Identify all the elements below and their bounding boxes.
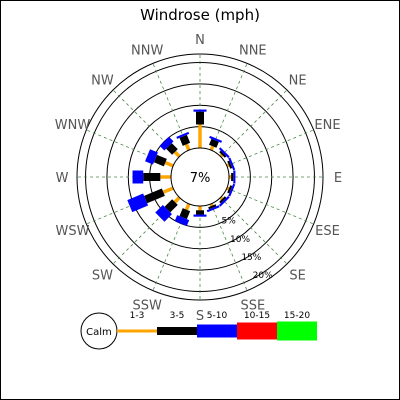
direction-label-e: E bbox=[334, 171, 342, 186]
bar-sse-5-10 bbox=[206, 205, 220, 213]
bar-ssw-1-3 bbox=[184, 203, 191, 211]
bar-nnw-5-10 bbox=[176, 131, 190, 139]
spoke-wsw bbox=[86, 187, 174, 225]
direction-label-wnw: WNW bbox=[55, 118, 91, 133]
direction-label-nnw: NNW bbox=[131, 44, 163, 59]
legend: Calm 1-3 3-5 5-10 10-15 15-20 bbox=[80, 311, 317, 350]
grid-ring-15 bbox=[106, 83, 294, 271]
direction-label-ese: ESE bbox=[315, 224, 340, 239]
spoke-nne bbox=[210, 63, 248, 151]
legend-swatch-10-15 bbox=[237, 322, 277, 340]
bar-se-5-10 bbox=[218, 195, 230, 207]
wind-bars bbox=[127, 109, 236, 227]
bar-ssw-3-5 bbox=[179, 208, 191, 220]
legend-swatch-1-3 bbox=[117, 329, 157, 333]
bar-nne-1-3 bbox=[209, 145, 215, 151]
spoke-ne bbox=[220, 89, 288, 157]
legend-label-3-5: 3-5 bbox=[170, 311, 185, 321]
calm-percent-label: 7% bbox=[190, 171, 211, 186]
bar-sw-5-10 bbox=[155, 204, 173, 222]
radial-tick-label-20: 20% bbox=[253, 271, 273, 281]
outer-ring bbox=[76, 53, 324, 301]
direction-label-sw: SW bbox=[92, 269, 113, 284]
bar-ene-5-10 bbox=[228, 157, 236, 171]
legend-swatch-3-5 bbox=[157, 327, 197, 335]
legend-swatch-15-20 bbox=[277, 321, 317, 341]
bar-nw-3-5 bbox=[166, 143, 178, 155]
bar-wsw-3-5 bbox=[144, 188, 165, 204]
legend-label-1-3: 1-3 bbox=[130, 311, 145, 321]
spoke-ene bbox=[226, 129, 314, 167]
legend-label-10-15: 10-15 bbox=[244, 311, 270, 321]
bar-ne-5-10 bbox=[218, 147, 230, 159]
spoke-ssw bbox=[152, 203, 190, 291]
spoke-sw bbox=[112, 197, 180, 265]
spoke-nw bbox=[112, 89, 180, 157]
direction-label-ene: ENE bbox=[314, 118, 340, 133]
bar-sw-3-5 bbox=[164, 199, 178, 213]
spoke-se bbox=[220, 197, 288, 265]
direction-label-n: N bbox=[195, 33, 205, 48]
bar-wnw-3-5 bbox=[153, 154, 167, 167]
bar-nnw-3-5 bbox=[179, 134, 191, 146]
calm-center: 7% bbox=[170, 147, 230, 207]
bar-nnw-1-3 bbox=[184, 143, 191, 151]
bar-wsw-1-3 bbox=[162, 186, 174, 194]
direction-labels: N NNE NE ENE E ESE SE SSE S SSW SW WSW W WNW NW NNW bbox=[55, 33, 342, 324]
bar-ssw-5-10 bbox=[174, 215, 190, 227]
radial-tick-label-15: 15% bbox=[241, 253, 261, 263]
direction-label-wsw: WSW bbox=[56, 224, 90, 239]
spoke-nnw bbox=[152, 63, 190, 151]
bar-nne-3-5 bbox=[209, 138, 219, 148]
radial-tick-label-5: 5% bbox=[222, 217, 237, 227]
legend-label-5-10: 5-10 bbox=[207, 311, 228, 321]
direction-label-sse: SSE bbox=[240, 298, 265, 313]
bar-ene-3-5 bbox=[227, 160, 233, 169]
spoke-ese bbox=[226, 187, 314, 225]
bar-wsw-5-10 bbox=[127, 193, 149, 213]
bar-se-3-5 bbox=[219, 196, 227, 204]
bar-wnw-1-3 bbox=[164, 161, 174, 168]
legend-swatch-5-10 bbox=[197, 324, 237, 338]
bar-ese-5-10 bbox=[228, 183, 236, 197]
direction-label-ssw: SSW bbox=[133, 298, 163, 313]
bar-wnw-5-10 bbox=[145, 149, 158, 165]
calm-circle bbox=[170, 147, 230, 207]
direction-label-nne: NNE bbox=[239, 44, 267, 59]
spoke-sse bbox=[210, 203, 248, 291]
chart-title: Windrose (mph) bbox=[140, 6, 260, 24]
direction-label-se: SE bbox=[289, 269, 305, 284]
legend-label-15-20: 15-20 bbox=[284, 311, 310, 321]
radial-tick-labels: 5% 10% 15% 20% bbox=[222, 217, 274, 281]
bar-nw-5-10 bbox=[159, 136, 174, 151]
bar-nne-5-10 bbox=[209, 135, 223, 143]
spoke-wnw bbox=[86, 129, 174, 167]
bar-nw-1-3 bbox=[173, 150, 181, 158]
direction-label-s: S bbox=[196, 309, 204, 324]
direction-label-ne: NE bbox=[289, 73, 307, 88]
direction-label-w: W bbox=[56, 171, 69, 186]
bar-ese-3-5 bbox=[227, 185, 233, 194]
legend-calm-label: Calm bbox=[86, 327, 112, 338]
bar-sse-3-5 bbox=[208, 204, 217, 210]
bar-ne-3-5 bbox=[219, 150, 227, 158]
direction-label-nw: NW bbox=[91, 73, 114, 88]
bar-sw-1-3 bbox=[173, 196, 181, 204]
radial-tick-label-10: 10% bbox=[230, 235, 250, 245]
